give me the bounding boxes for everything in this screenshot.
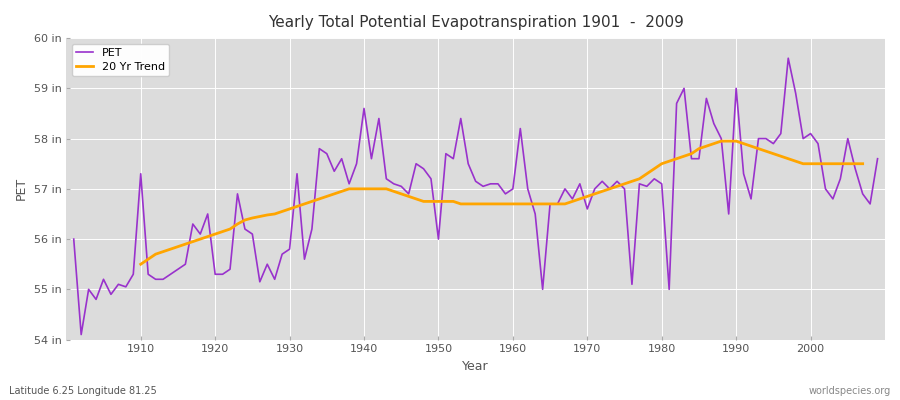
20 Yr Trend — [478, 202, 489, 206]
20 Yr Trend — [590, 192, 600, 196]
20 Yr Trend — [537, 202, 548, 206]
PET — [344, 182, 355, 186]
Line: PET: PET — [74, 58, 878, 334]
Line: 20 Yr Trend: 20 Yr Trend — [140, 141, 863, 264]
PET — [872, 156, 883, 161]
PET — [76, 332, 86, 337]
20 Yr Trend — [195, 237, 206, 242]
X-axis label: Year: Year — [463, 360, 489, 373]
PET — [515, 126, 526, 131]
Text: Latitude 6.25 Longitude 81.25: Latitude 6.25 Longitude 81.25 — [9, 386, 157, 396]
20 Yr Trend — [686, 151, 697, 156]
PET — [68, 237, 79, 242]
PET — [508, 186, 518, 191]
PET — [299, 257, 310, 262]
Legend: PET, 20 Yr Trend: PET, 20 Yr Trend — [72, 44, 169, 76]
20 Yr Trend — [135, 262, 146, 267]
20 Yr Trend — [180, 242, 191, 246]
Y-axis label: PET: PET — [15, 177, 28, 200]
Title: Yearly Total Potential Evapotranspiration 1901  -  2009: Yearly Total Potential Evapotranspiratio… — [267, 15, 684, 30]
PET — [783, 56, 794, 61]
Text: worldspecies.org: worldspecies.org — [809, 386, 891, 396]
PET — [604, 186, 615, 191]
20 Yr Trend — [858, 161, 868, 166]
PET — [135, 171, 146, 176]
20 Yr Trend — [716, 139, 726, 144]
